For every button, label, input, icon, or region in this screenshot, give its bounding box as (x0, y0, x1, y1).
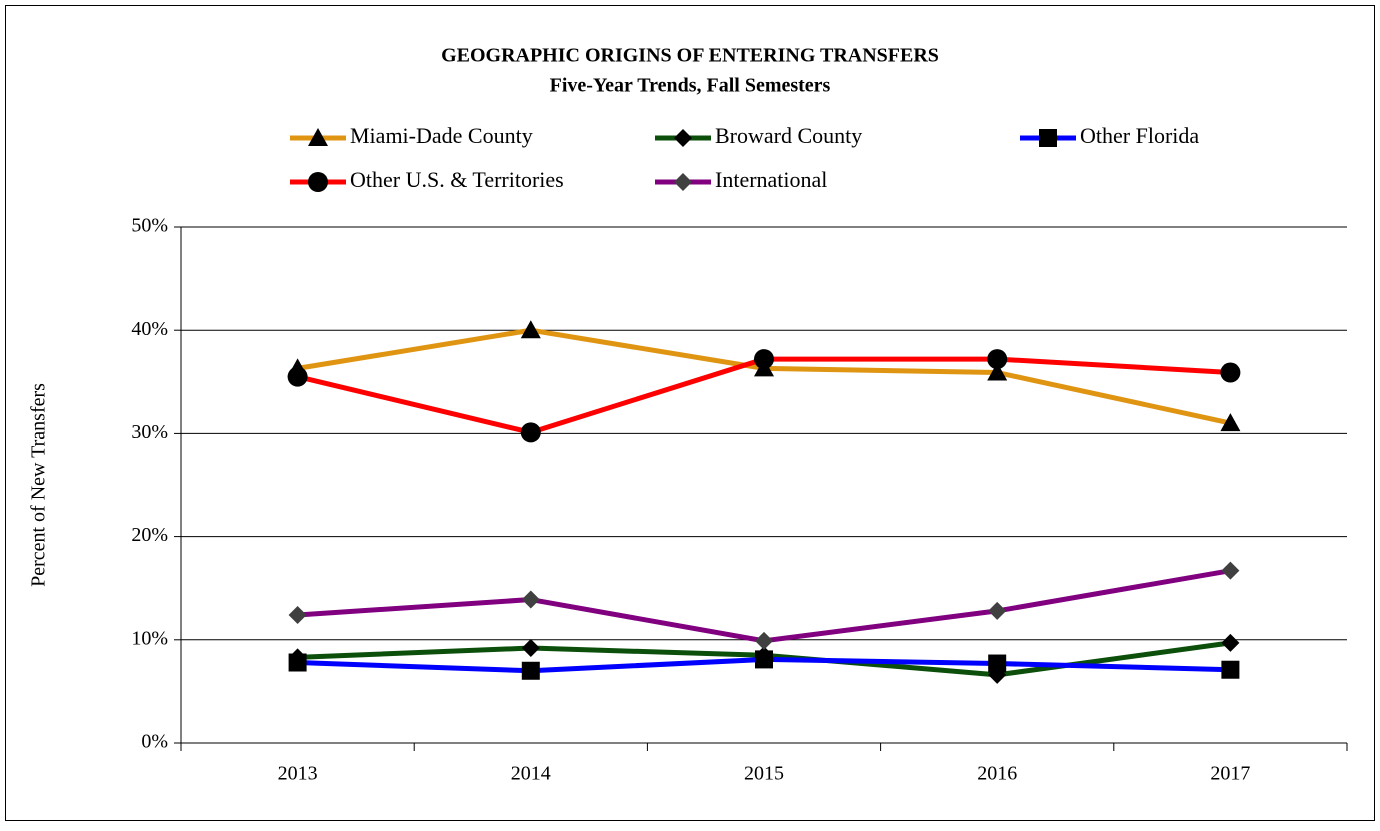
data-point (755, 631, 773, 650)
data-point (520, 320, 541, 339)
y-tick-label: 20% (131, 524, 168, 546)
data-point (1220, 413, 1241, 432)
y-tick-label: 0% (141, 731, 168, 753)
data-point (988, 654, 1007, 673)
legend-label: Other Florida (1080, 123, 1199, 148)
data-point (288, 606, 307, 625)
x-tick-label: 2017 (1210, 763, 1250, 785)
chart-title: GEOGRAPHIC ORIGINS OF ENTERING TRANSFERS (441, 45, 939, 67)
data-point (755, 650, 773, 669)
data-point (988, 601, 1007, 620)
y-tick-label: 10% (131, 627, 168, 649)
data-point (521, 590, 540, 609)
chart-subtitle: Five-Year Trends, Fall Semesters (550, 75, 831, 97)
legend-label: Broward County (715, 123, 862, 148)
data-point (521, 661, 540, 680)
y-tick-label: 30% (131, 421, 168, 443)
data-point (288, 653, 307, 672)
data-point (287, 366, 308, 387)
legend-label: Miami-Dade County (350, 123, 533, 148)
data-point (1220, 362, 1241, 383)
x-tick-label: 2016 (977, 763, 1017, 785)
data-point (1221, 660, 1240, 679)
x-tick-label: 2013 (278, 763, 318, 785)
y-axis-label: Percent of New Transfers (28, 383, 50, 587)
legend-marker (674, 129, 692, 147)
data-point (521, 639, 540, 658)
data-point (520, 422, 541, 443)
data-point (987, 362, 1008, 381)
data-point (754, 349, 774, 370)
legend-label: International (715, 167, 827, 192)
y-tick-label: 50% (131, 215, 168, 237)
legend-label: Other U.S. & Territories (350, 167, 564, 192)
legend-marker (308, 172, 328, 192)
data-point (987, 349, 1008, 370)
chart-frame (5, 5, 1375, 821)
x-tick-label: 2015 (744, 763, 784, 785)
data-point (1221, 561, 1240, 580)
y-tick-label: 40% (131, 318, 168, 340)
legend-marker (674, 173, 692, 191)
x-tick-label: 2014 (511, 763, 551, 785)
legend-marker (308, 128, 328, 146)
data-point (1221, 633, 1240, 652)
legend-marker (1039, 129, 1057, 147)
